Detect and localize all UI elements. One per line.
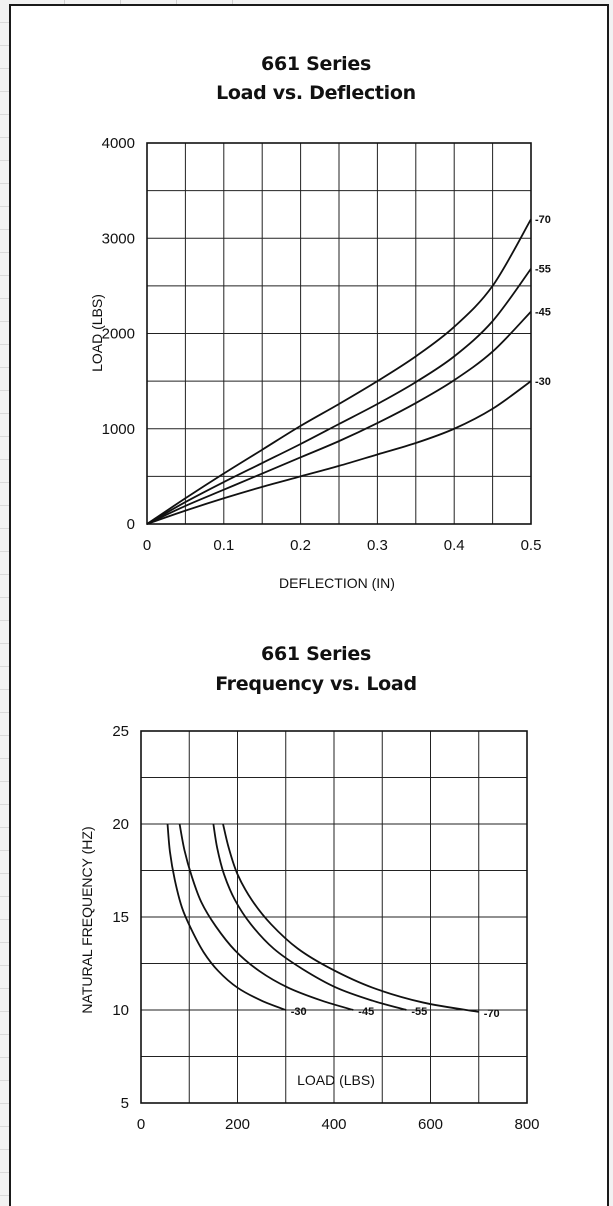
chart1-subtitle: Load vs. Deflection [216, 82, 416, 104]
chart2-subtitle: Frequency vs. Load [215, 673, 417, 695]
chart2-series: -30 -45 -55 -70 [166, 823, 500, 1020]
y-tick-label: 5 [121, 1095, 129, 1112]
series-line-neg45 [146, 310, 532, 525]
chart1-ticks: 0 0.1 0.2 0.3 0.4 0.5 0 1000 2000 3000 4000 [102, 135, 542, 554]
y-tick-label: 20 [112, 816, 129, 833]
series-label: -45 [535, 307, 551, 319]
y-tick-label: 3000 [102, 230, 135, 247]
chart2-title: 661 Series [261, 643, 371, 665]
frequency-vs-load-chart: 661 Series Frequency vs. Load -30 -45 -55-… [79, 643, 540, 1133]
series-label: -70 [484, 1008, 500, 1020]
x-tick-label: 600 [418, 1116, 443, 1133]
series-line-neg30 [146, 380, 532, 525]
background-top-lines [9, 0, 249, 4]
chart2-x-axis-label: LOAD (LBS) [297, 1072, 375, 1088]
load-vs-deflection-chart: 661 Series Load vs. Deflection -70 -55 -45… [89, 53, 551, 591]
x-tick-label: 0.3 [367, 537, 388, 554]
series-label: -55 [535, 264, 551, 276]
series-line-neg45 [178, 823, 354, 1011]
y-tick-label: 1000 [102, 421, 135, 438]
y-tick-label: 15 [112, 909, 129, 926]
y-tick-label: 0 [127, 516, 135, 533]
series-label: -55 [411, 1006, 427, 1018]
y-tick-label: 10 [112, 1002, 129, 1019]
y-tick-label: 4000 [102, 135, 135, 152]
series-label: -30 [535, 376, 551, 388]
x-tick-label: 0.1 [213, 537, 234, 554]
chart-panel [9, 4, 609, 1206]
chart1-title: 661 Series [261, 53, 371, 75]
chart1-x-axis-label: DEFLECTION (IN) [279, 575, 395, 591]
chart2-grid [140, 730, 528, 1104]
x-tick-label: 0.2 [290, 537, 311, 554]
x-tick-label: 400 [321, 1116, 346, 1133]
series-label: -45 [358, 1006, 374, 1018]
series-line-neg30 [166, 823, 287, 1011]
chart1-series: -70 -55 -45 -30 [146, 214, 551, 525]
x-tick-label: 0.4 [444, 537, 465, 554]
series-line-neg70 [146, 218, 532, 525]
series-line-neg55 [212, 823, 407, 1011]
chart1-grid [146, 142, 532, 525]
series-label: -30 [291, 1006, 307, 1018]
plot-frame [146, 142, 532, 525]
chart1-y-axis-label: LOAD (LBS) [89, 294, 105, 372]
plot-frame [140, 730, 528, 1104]
series-label: -70 [535, 214, 551, 226]
series-line-neg70 [222, 823, 479, 1013]
x-tick-label: 0 [143, 537, 151, 554]
series-line-neg55 [146, 268, 532, 525]
y-tick-label: 25 [112, 723, 129, 740]
x-tick-label: 800 [514, 1116, 539, 1133]
y-tick-label: 2000 [102, 326, 135, 343]
chart2-y-axis-label: NATURAL FREQUENCY (HZ) [79, 826, 95, 1013]
x-tick-label: 200 [225, 1116, 250, 1133]
x-tick-label: 0 [137, 1116, 145, 1133]
chart2-ticks: 0 200 400 600 800 5 10 15 20 25 [112, 723, 539, 1133]
x-tick-label: 0.5 [521, 537, 542, 554]
background-rule-lines [0, 0, 9, 1206]
